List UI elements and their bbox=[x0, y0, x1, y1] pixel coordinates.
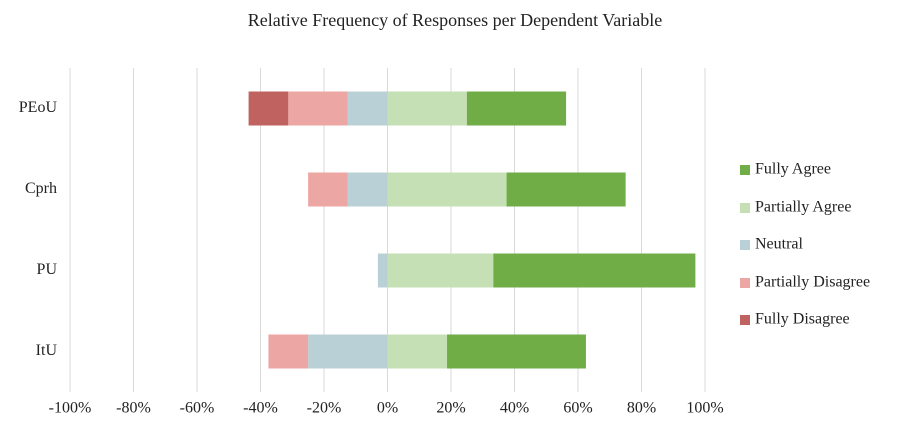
bar-segment bbox=[288, 91, 348, 126]
bar-segment bbox=[387, 172, 507, 207]
bar-segment bbox=[248, 91, 289, 126]
bar-segment bbox=[447, 334, 586, 369]
bar-segment bbox=[347, 172, 388, 207]
bar-segment bbox=[387, 334, 448, 369]
legend-swatch bbox=[740, 315, 750, 325]
x-tick-label: -60% bbox=[180, 400, 215, 417]
bar-segment bbox=[347, 91, 388, 126]
bar-segment bbox=[387, 91, 467, 126]
bar-segment bbox=[466, 91, 567, 126]
y-tick-label: ItU bbox=[36, 342, 58, 359]
legend-label: Neutral bbox=[755, 236, 804, 253]
legend-label: Partially Agree bbox=[755, 199, 851, 216]
x-tick-label: 60% bbox=[563, 400, 592, 417]
legend-swatch bbox=[740, 278, 750, 288]
bar-segment bbox=[387, 253, 494, 288]
bar-segment bbox=[377, 253, 388, 288]
bar-segment bbox=[493, 253, 696, 288]
legend-label: Partially Disagree bbox=[755, 274, 870, 291]
y-tick-label: PU bbox=[37, 261, 58, 278]
legend-label: Fully Disagree bbox=[755, 311, 850, 328]
x-tick-label: -80% bbox=[116, 400, 151, 417]
legend-swatch bbox=[740, 240, 750, 250]
x-tick-label: -40% bbox=[243, 400, 278, 417]
y-tick-label: Cprh bbox=[25, 180, 57, 197]
legend-swatch bbox=[740, 165, 750, 175]
x-tick-label: 20% bbox=[436, 400, 465, 417]
x-tick-label: -100% bbox=[49, 400, 92, 417]
x-tick-label: 80% bbox=[627, 400, 656, 417]
chart-title: Relative Frequency of Responses per Depe… bbox=[248, 10, 663, 30]
y-tick-label: PEoU bbox=[19, 99, 58, 116]
x-tick-label: 40% bbox=[500, 400, 529, 417]
bar-segment bbox=[506, 172, 626, 207]
x-tick-label: -20% bbox=[307, 400, 342, 417]
legend-label: Fully Agree bbox=[755, 161, 831, 178]
bar-segment bbox=[268, 334, 309, 369]
bar-segment bbox=[308, 334, 388, 369]
x-tick-label: 100% bbox=[686, 400, 723, 417]
legend-swatch bbox=[740, 203, 750, 213]
x-tick-label: 0% bbox=[377, 400, 398, 417]
bar-segment bbox=[308, 172, 348, 207]
